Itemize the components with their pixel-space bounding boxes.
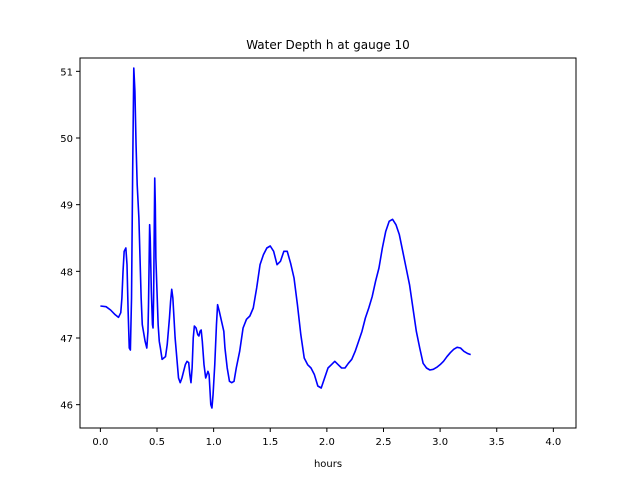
chart-title: Water Depth h at gauge 10: [246, 38, 410, 52]
x-tick-label: 1.5: [262, 437, 278, 448]
x-tick-label: 4.0: [545, 437, 561, 448]
y-tick-label: 50: [60, 134, 73, 145]
x-tick-label: 3.0: [432, 437, 448, 448]
x-tick-label: 2.0: [319, 437, 335, 448]
y-tick-label: 47: [60, 334, 73, 345]
y-tick-label: 46: [60, 401, 73, 412]
water-depth-line: [100, 67, 471, 409]
x-tick-label: 0.0: [92, 437, 108, 448]
y-axis: 46 47 48 49 50 51: [60, 67, 80, 412]
y-tick-label: 48: [60, 267, 73, 278]
y-tick-label: 51: [60, 67, 73, 78]
y-tick-label: 49: [60, 201, 73, 212]
x-tick-label: 1.0: [206, 437, 222, 448]
x-axis-label: hours: [314, 459, 342, 470]
x-tick-label: 0.5: [149, 437, 165, 448]
plot-frame: [79, 57, 577, 429]
x-tick-label: 2.5: [376, 437, 392, 448]
x-axis: 0.0 0.5 1.0 1.5 2.0 2.5 3.0 3.5 4.0: [92, 428, 561, 448]
x-tick-label: 3.5: [489, 437, 505, 448]
